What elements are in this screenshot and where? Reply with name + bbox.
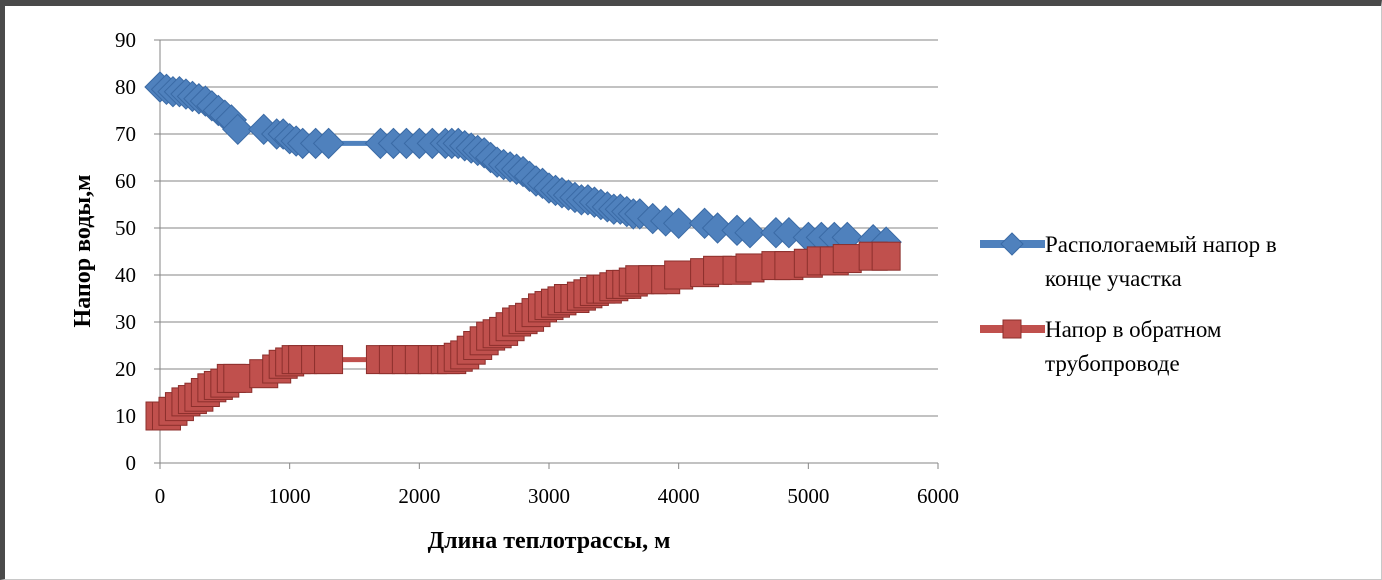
y-tick-label-50: 50: [115, 216, 136, 240]
y-tick-label-60: 60: [115, 169, 136, 193]
legend-item-series-2: Напор в обратном трубопроводе: [980, 317, 1227, 376]
x-tick-label-6000: 6000: [917, 484, 959, 508]
legend-swatch-marker-1: [1000, 232, 1024, 256]
series-1-point: [734, 216, 766, 249]
x-tick-label-5000: 5000: [787, 484, 829, 508]
series-1-point: [662, 207, 695, 240]
x-tick-labels: 0 1000 2000 3000 4000 5000 6000: [155, 463, 959, 508]
series-2-point: [832, 244, 862, 274]
legend-item-series-1: Распологаемый напор в конце участка: [980, 232, 1283, 291]
y-tick-label-90: 90: [115, 28, 136, 52]
series-2-point: [664, 260, 694, 290]
x-tick-label-1000: 1000: [269, 484, 311, 508]
legend-swatch-marker-2: [1002, 319, 1022, 339]
y-tick-label-10: 10: [115, 404, 136, 428]
series-2-point: [871, 241, 901, 271]
y-tick-label-40: 40: [115, 263, 136, 287]
series-2-point: [735, 253, 765, 283]
x-tick-label-4000: 4000: [658, 484, 700, 508]
series-2-point: [223, 363, 253, 393]
legend: Распологаемый напор в конце участка Напо…: [980, 232, 1283, 376]
y-tick-label-30: 30: [115, 310, 136, 334]
series-1-point: [312, 127, 345, 160]
series-group: [144, 71, 902, 431]
y-tick-label-20: 20: [115, 357, 136, 381]
x-tick-label-3000: 3000: [528, 484, 570, 508]
series-1-point: [701, 212, 734, 244]
y-tick-label-0: 0: [126, 451, 137, 475]
legend-label-1: Распологаемый напор в конце участка: [1045, 232, 1283, 291]
x-tick-label-2000: 2000: [398, 484, 440, 508]
series-2-point: [314, 345, 344, 375]
legend-label-2: Напор в обратном трубопроводе: [1045, 317, 1227, 376]
y-tick-label-80: 80: [115, 75, 136, 99]
x-tick-label-0: 0: [155, 484, 166, 508]
x-axis-title: Длина теплотрассы, м: [428, 528, 671, 554]
y-axis-title: Напор воды,м: [70, 175, 96, 328]
y-tick-label-70: 70: [115, 122, 136, 146]
y-tick-labels: 0 10 20 30 40 50 60 70 80 90: [115, 28, 160, 475]
series-1-point: [222, 113, 254, 146]
